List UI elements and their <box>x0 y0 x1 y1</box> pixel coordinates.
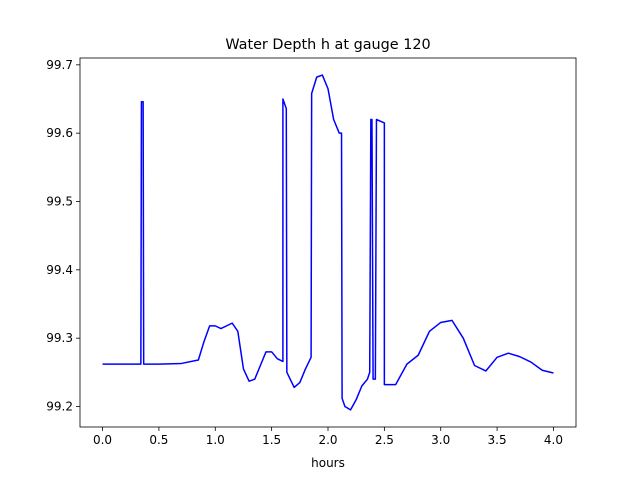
series-line <box>102 74 554 411</box>
y-tick-label: 99.5 <box>46 195 73 209</box>
x-tick-label: 1.5 <box>262 433 281 447</box>
y-tick-label: 99.3 <box>46 331 73 345</box>
x-tick-label: 2.5 <box>375 433 394 447</box>
y-axis: 99.2 99.3 99.4 99.5 99.6 99.7 <box>46 58 80 414</box>
y-tick-label: 99.7 <box>46 58 73 72</box>
y-tick-label: 99.6 <box>46 126 73 140</box>
chart-title: Water Depth h at gauge 120 <box>225 37 430 53</box>
x-tick-label: 4.0 <box>544 433 563 447</box>
x-tick-label: 0.0 <box>93 433 112 447</box>
x-axis-label: hours <box>311 456 345 470</box>
x-tick-label: 1.0 <box>206 433 225 447</box>
x-tick-label: 0.5 <box>149 433 168 447</box>
plot-area <box>102 74 554 411</box>
x-tick-label: 2.0 <box>318 433 337 447</box>
x-tick-label: 3.0 <box>431 433 450 447</box>
y-tick-label: 99.4 <box>46 263 73 277</box>
x-tick-label: 3.5 <box>488 433 507 447</box>
x-axis: 0.0 0.5 1.0 1.5 2.0 2.5 3.0 3.5 4.0 <box>93 427 563 447</box>
y-tick-label: 99.2 <box>46 400 73 414</box>
